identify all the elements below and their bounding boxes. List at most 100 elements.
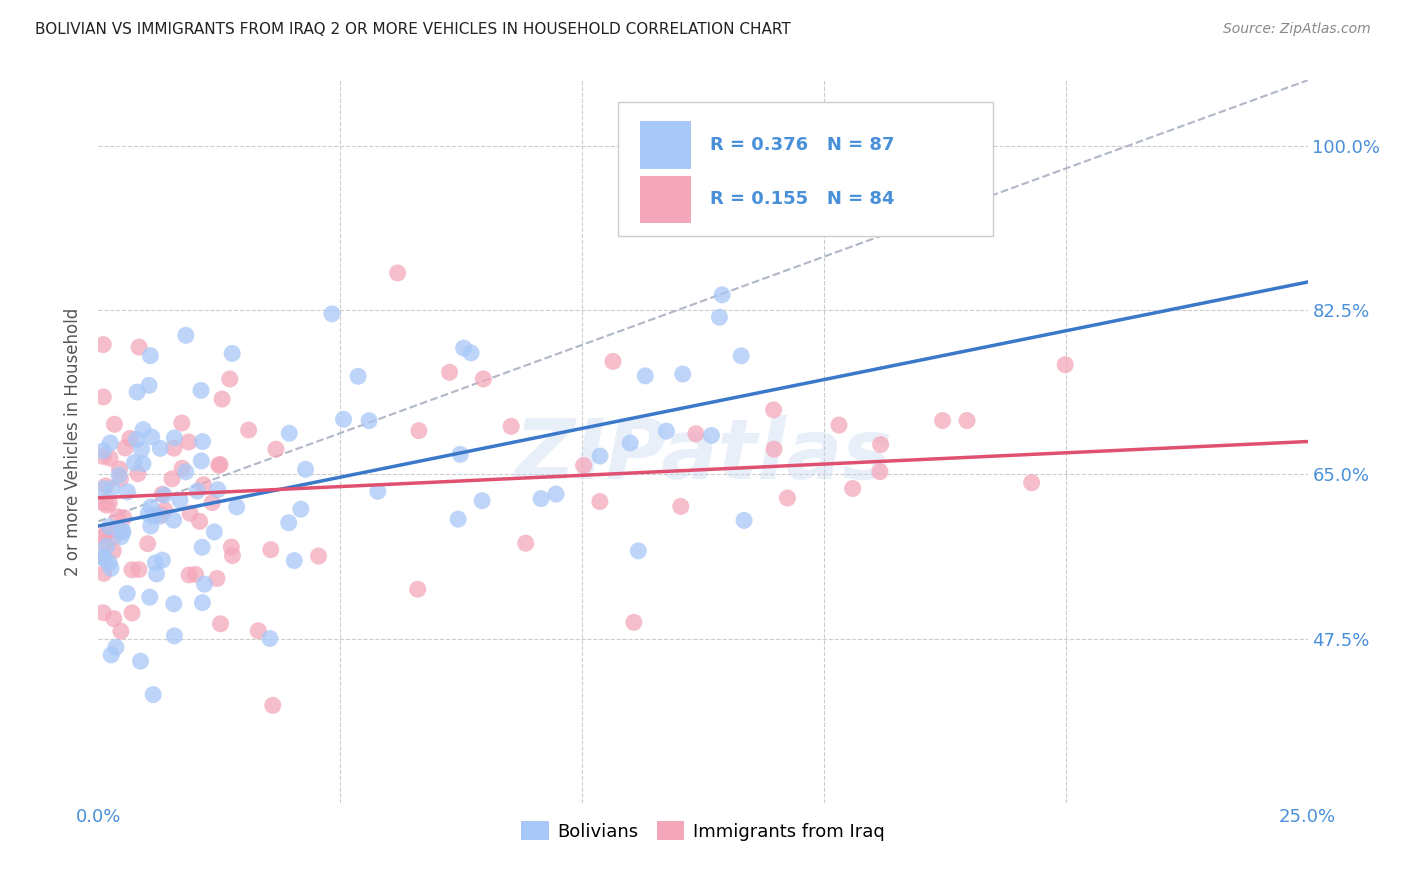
Point [221, 346, 243, 360]
Point [96, 539, 118, 553]
Point [170, 416, 193, 430]
Point [114, 441, 136, 455]
Point [209, 616, 232, 631]
Point [544, 487, 567, 501]
Point [103, 612, 125, 626]
Point [191, 540, 214, 554]
Legend: Bolivians, Immigrants from Iraq: Bolivians, Immigrants from Iraq [515, 814, 891, 848]
Point [191, 434, 214, 449]
Point [163, 441, 186, 455]
Point [869, 437, 891, 451]
Point [163, 513, 186, 527]
Point [208, 458, 231, 473]
Point [174, 465, 197, 479]
Point [655, 424, 678, 438]
Text: BOLIVIAN VS IMMIGRANTS FROM IRAQ 2 OR MORE VEHICLES IN HOUSEHOLD CORRELATION CHA: BOLIVIAN VS IMMIGRANTS FROM IRAQ 2 OR MO… [35, 22, 792, 37]
Point [96, 524, 118, 539]
Point [406, 582, 429, 597]
Point [321, 307, 343, 321]
Point [152, 553, 174, 567]
Point [179, 506, 201, 520]
Text: R = 0.155   N = 84: R = 0.155 N = 84 [710, 191, 894, 209]
Point [112, 510, 135, 524]
Point [142, 688, 165, 702]
Point [277, 516, 299, 530]
Point [177, 434, 200, 449]
Point [139, 519, 162, 533]
Point [91, 551, 114, 566]
Point [150, 487, 173, 501]
Point [118, 432, 141, 446]
Point [127, 384, 149, 399]
Point [730, 349, 752, 363]
Point [177, 567, 200, 582]
Point [110, 472, 132, 486]
Point [700, 428, 723, 442]
Point [211, 392, 233, 406]
Point [98, 555, 121, 569]
Point [184, 567, 207, 582]
Point [278, 426, 301, 441]
Point [127, 467, 149, 481]
Point [125, 433, 148, 447]
Point [262, 698, 284, 713]
Point [221, 549, 243, 563]
Point [869, 465, 891, 479]
Point [163, 597, 186, 611]
Text: Source: ZipAtlas.com: Source: ZipAtlas.com [1223, 22, 1371, 37]
Point [1054, 358, 1077, 372]
Point [572, 458, 595, 473]
Point [408, 424, 430, 438]
Y-axis label: 2 or more Vehicles in Household: 2 or more Vehicles in Household [65, 308, 83, 575]
Point [172, 461, 194, 475]
Point [139, 500, 162, 514]
Point [117, 484, 139, 499]
Point [138, 378, 160, 392]
Point [776, 491, 799, 505]
Point [347, 369, 370, 384]
Point [108, 468, 131, 483]
Point [763, 442, 786, 456]
Point [260, 542, 283, 557]
Point [163, 431, 186, 445]
Point [128, 563, 150, 577]
Point [132, 423, 155, 437]
Point [472, 372, 495, 386]
Point [110, 530, 132, 544]
Point [449, 447, 471, 461]
Point [190, 454, 212, 468]
Point [359, 414, 381, 428]
Point [193, 577, 215, 591]
Point [207, 483, 229, 497]
Point [124, 456, 146, 470]
Text: R = 0.376   N = 87: R = 0.376 N = 87 [710, 136, 894, 154]
Point [111, 525, 134, 540]
Point [205, 571, 228, 585]
Point [91, 550, 114, 565]
Point [308, 549, 330, 563]
Point [129, 654, 152, 668]
Point [141, 430, 163, 444]
Point [332, 412, 354, 426]
Point [100, 561, 122, 575]
Point [201, 495, 224, 509]
Point [153, 488, 176, 502]
Point [103, 544, 125, 558]
Point [709, 310, 731, 325]
Point [202, 524, 225, 539]
Point [762, 402, 785, 417]
Point [218, 372, 240, 386]
Point [589, 494, 612, 508]
Point [247, 624, 270, 638]
Point [190, 384, 212, 398]
Point [501, 419, 523, 434]
Point [589, 449, 612, 463]
Point [153, 503, 176, 517]
Point [602, 354, 624, 368]
Point [121, 563, 143, 577]
Point [711, 288, 734, 302]
Point [93, 535, 115, 549]
Point [101, 482, 124, 496]
Point [453, 341, 475, 355]
Point [131, 442, 153, 457]
